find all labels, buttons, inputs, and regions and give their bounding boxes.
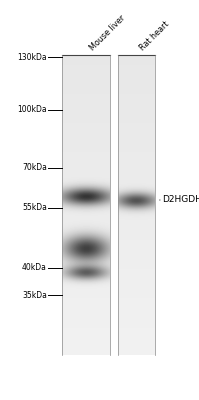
Text: 130kDa: 130kDa — [17, 52, 47, 62]
Text: 100kDa: 100kDa — [17, 106, 47, 114]
Text: D2HGDH: D2HGDH — [162, 196, 199, 204]
Text: 55kDa: 55kDa — [22, 204, 47, 212]
Text: 35kDa: 35kDa — [22, 290, 47, 300]
Text: Mouse liver: Mouse liver — [88, 13, 127, 52]
Text: 70kDa: 70kDa — [22, 164, 47, 172]
Text: Rat heart: Rat heart — [139, 19, 171, 52]
Text: 40kDa: 40kDa — [22, 264, 47, 272]
